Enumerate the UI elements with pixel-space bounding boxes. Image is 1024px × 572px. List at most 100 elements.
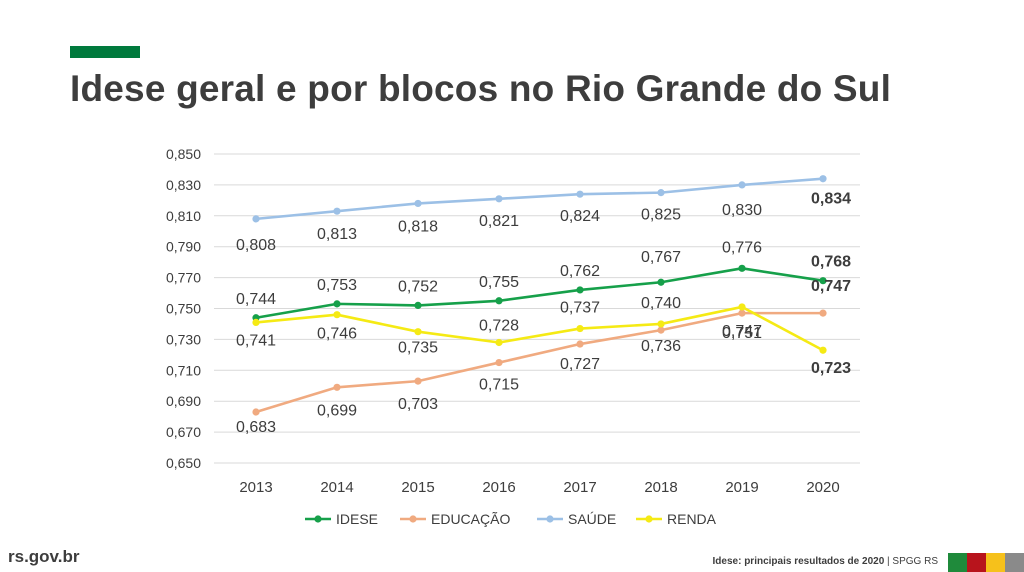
series-point	[414, 301, 422, 310]
series-point	[495, 358, 503, 367]
series-point	[495, 338, 503, 347]
data-label: 0,703	[398, 396, 438, 413]
series-point	[819, 309, 827, 317]
series-point	[333, 311, 341, 319]
flag-stripe-green	[948, 553, 967, 572]
series-point	[495, 195, 503, 203]
y-tick-label: 0,770	[166, 270, 201, 286]
data-label: 0,768	[811, 254, 851, 271]
data-label: 0,776	[722, 239, 762, 256]
data-label: 0,813	[317, 226, 357, 243]
data-label: 0,727	[560, 356, 600, 373]
x-tick-label: 2016	[482, 479, 515, 496]
data-label: 0,740	[641, 295, 681, 312]
x-tick-label: 2013	[239, 479, 272, 496]
data-label: 0,808	[236, 237, 276, 254]
series-point	[333, 207, 341, 215]
series-point	[252, 215, 260, 223]
source-note-rest: | SPGG RS	[884, 556, 938, 567]
series-point	[657, 278, 665, 286]
y-tick-label: 0,710	[166, 362, 201, 378]
series-point	[657, 320, 665, 328]
legend-marker	[314, 515, 322, 523]
series-point	[576, 286, 584, 294]
series-point	[738, 309, 746, 317]
y-tick-label: 0,750	[166, 301, 201, 317]
series-point	[576, 190, 584, 198]
data-label: 0,683	[236, 419, 276, 436]
x-tick-label: 2014	[320, 479, 353, 496]
page-title: Idese geral e por blocos no Rio Grande d…	[70, 68, 892, 109]
data-label: 0,728	[479, 317, 519, 334]
legend-marker	[645, 515, 653, 523]
series-point	[495, 297, 503, 305]
y-tick-label: 0,690	[166, 393, 201, 409]
series-point	[414, 377, 422, 385]
data-label: 0,753	[317, 277, 357, 294]
y-tick-label: 0,650	[166, 455, 201, 471]
series-point	[252, 408, 260, 416]
series-point	[414, 199, 422, 208]
series-point	[252, 318, 260, 327]
legend-entry: RENDA	[667, 511, 717, 527]
x-tick-label: 2017	[563, 479, 596, 496]
y-tick-label: 0,790	[166, 239, 201, 255]
site-url[interactable]: rs.gov.br	[8, 547, 80, 566]
series-point	[819, 277, 827, 285]
x-tick-label: 2019	[725, 479, 758, 496]
y-tick-label: 0,730	[166, 331, 201, 347]
series-point	[657, 326, 665, 334]
data-label: 0,744	[236, 291, 276, 308]
y-tick-label: 0,810	[166, 208, 201, 224]
data-label: 0,741	[236, 332, 276, 349]
series-point	[657, 189, 665, 197]
data-label: 0,715	[479, 377, 519, 394]
flag-stripe-yellow	[986, 553, 1005, 572]
data-label: 0,825	[641, 207, 681, 224]
data-label: 0,830	[722, 202, 762, 219]
x-tick-label: 2018	[644, 479, 677, 496]
legend-marker	[546, 515, 554, 523]
data-label: 0,735	[398, 340, 438, 357]
series-line-saúde	[255, 177, 824, 221]
data-label: 0,723	[811, 360, 851, 377]
source-note: Idese: principais resultados de 2020 | S…	[713, 556, 938, 567]
legend-entry: IDESE	[336, 511, 378, 527]
data-label: 0,752	[398, 278, 438, 295]
series-point	[576, 340, 584, 348]
data-label: 0,746	[317, 326, 357, 343]
series-point	[819, 175, 827, 183]
series-line-educação	[255, 311, 823, 414]
legend-marker	[409, 515, 417, 523]
data-label: 0,821	[479, 213, 519, 230]
data-label: 0,755	[479, 274, 519, 291]
legend-entry: SAÚDE	[568, 511, 616, 527]
y-tick-label: 0,850	[166, 146, 201, 162]
series-point	[414, 328, 422, 336]
series-point	[738, 181, 746, 189]
flag-stripe-red	[967, 553, 986, 572]
data-label: 0,824	[560, 208, 600, 225]
series-line-idese	[255, 267, 824, 320]
x-tick-label: 2015	[401, 479, 434, 496]
series-point	[333, 383, 341, 391]
data-label: 0,767	[641, 249, 681, 266]
data-label: 0,834	[811, 191, 851, 208]
series-line-renda	[255, 305, 824, 352]
series-point	[333, 300, 341, 308]
data-label: 0,699	[317, 402, 357, 419]
x-tick-label: 2020	[806, 479, 839, 496]
data-label: 0,751	[722, 325, 762, 342]
data-label: 0,762	[560, 263, 600, 280]
data-label: 0,818	[398, 218, 438, 235]
series-point	[738, 303, 746, 311]
data-label: 0,737	[560, 300, 600, 317]
source-note-bold: Idese: principais resultados de 2020	[712, 556, 885, 567]
data-label: 0,747	[722, 323, 762, 340]
data-label: 0,736	[641, 338, 681, 355]
data-label: 0,747	[811, 278, 851, 295]
series-point	[819, 346, 827, 354]
flag-stripe-gray	[1005, 553, 1024, 572]
series-point	[576, 324, 584, 333]
y-tick-label: 0,830	[166, 177, 201, 193]
